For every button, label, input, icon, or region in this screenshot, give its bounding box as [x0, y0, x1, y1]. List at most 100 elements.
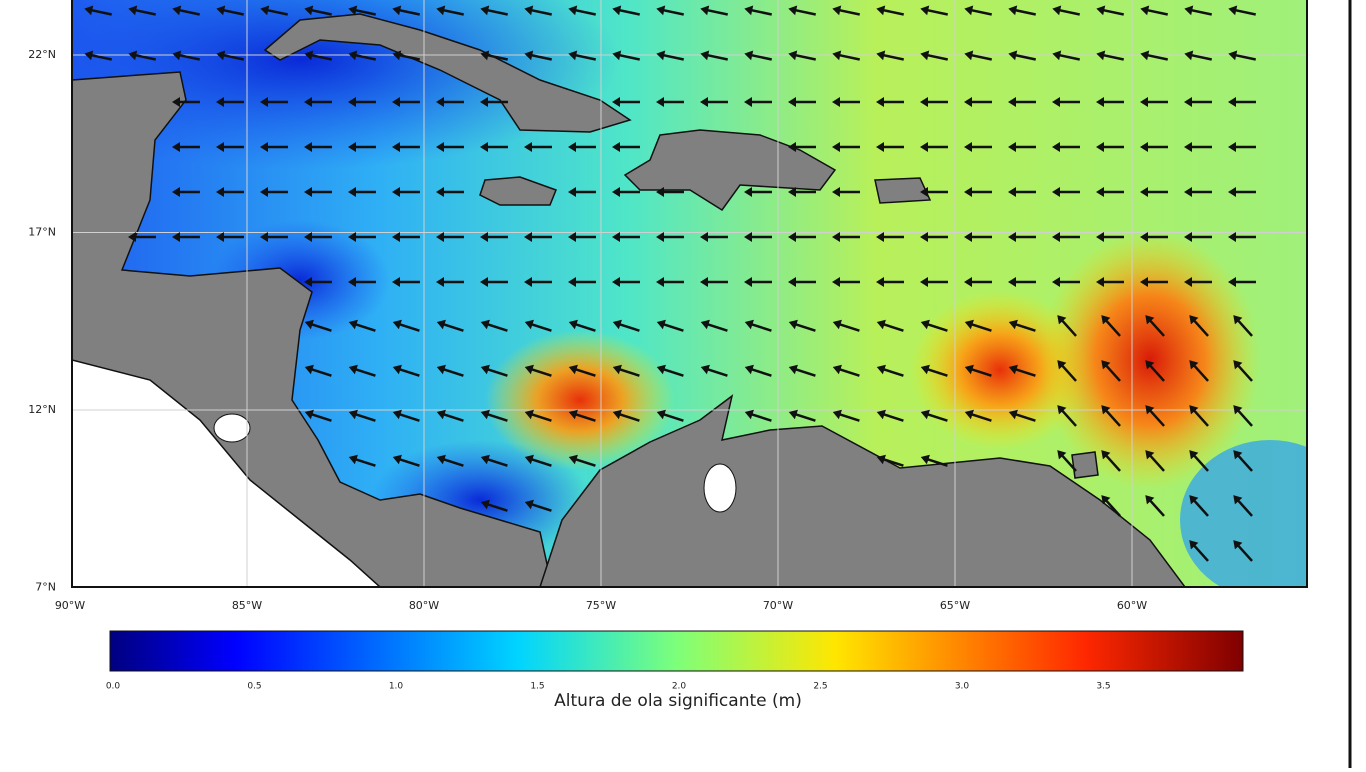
- arrow-head: [1228, 97, 1236, 107]
- arrow-head: [172, 97, 180, 107]
- wind-arrow: [788, 187, 816, 197]
- wind-arrow: [392, 187, 420, 197]
- arrow-head: [348, 319, 358, 330]
- wind-arrow: [524, 319, 552, 332]
- lat-label: 12°N: [28, 403, 56, 416]
- wind-arrow: [1101, 360, 1121, 382]
- arrow-shaft: [793, 8, 816, 16]
- wind-arrow: [920, 319, 948, 332]
- arrow-head: [1184, 5, 1194, 16]
- wind-arrow: [128, 232, 156, 242]
- arrow-head: [700, 5, 710, 16]
- wind-arrow: [480, 142, 508, 152]
- arrow-shaft: [882, 322, 904, 332]
- wind-arrow: [920, 232, 948, 242]
- arrow-head: [964, 364, 974, 375]
- arrow-head: [568, 232, 576, 242]
- arrow-shaft: [1060, 453, 1077, 472]
- arrow-head: [84, 5, 94, 16]
- wind-arrow: [1233, 315, 1253, 337]
- arrow-shaft: [838, 412, 860, 422]
- arrow-shaft: [177, 53, 200, 61]
- arrow-shaft: [177, 8, 200, 16]
- arrow-head: [480, 232, 488, 242]
- wind-arrow: [832, 97, 860, 107]
- arrow-head: [1140, 5, 1150, 16]
- hispaniola: [623, 129, 837, 212]
- wind-arrow: [876, 454, 904, 467]
- wind-arrow: [480, 277, 508, 287]
- arrow-head: [612, 50, 622, 61]
- arrow-shaft: [1192, 498, 1209, 517]
- wind-arrow: [1184, 187, 1212, 197]
- arrow-shaft: [1148, 453, 1165, 472]
- wind-arrow: [920, 454, 948, 467]
- arrow-head: [920, 187, 928, 197]
- arrow-head: [304, 5, 314, 16]
- arrow-shaft: [1236, 318, 1253, 337]
- arrow-head: [876, 277, 884, 287]
- wind-arrow: [348, 454, 376, 467]
- wind-arrow: [216, 97, 244, 107]
- wind-arrow: [964, 364, 992, 377]
- arrow-shaft: [925, 8, 948, 16]
- sea-shade: [1180, 440, 1307, 587]
- wind-arrow: [744, 232, 772, 242]
- arrow-head: [568, 454, 578, 465]
- wind-arrow: [524, 499, 552, 512]
- arrow-head: [744, 187, 752, 197]
- wind-arrow: [1140, 232, 1168, 242]
- arrow-head: [1008, 97, 1016, 107]
- arrow-shaft: [926, 457, 948, 467]
- arrow-head: [788, 5, 798, 16]
- arrow-shaft: [310, 322, 332, 332]
- wind-arrow: [392, 364, 420, 377]
- arrow-head: [964, 5, 974, 16]
- arrow-head: [304, 409, 314, 420]
- wind-arrow: [612, 232, 640, 242]
- wind-arrow: [348, 319, 376, 332]
- arrow-head: [1184, 142, 1192, 152]
- arrow-head: [876, 142, 884, 152]
- arrow-head: [656, 409, 666, 420]
- wind-arrow: [304, 319, 332, 332]
- arrow-head: [744, 319, 754, 330]
- wind-arrow: [260, 142, 288, 152]
- wind-arrow: [1057, 315, 1077, 337]
- arrow-shaft: [882, 412, 904, 422]
- wind-arrow: [612, 277, 640, 287]
- arrow-head: [392, 319, 402, 330]
- lat-label: 22°N: [28, 48, 56, 61]
- arrow-shaft: [662, 412, 684, 422]
- wind-arrow: [1184, 277, 1212, 287]
- arrow-shaft: [486, 412, 508, 422]
- wind-arrow: [876, 277, 904, 287]
- wind-arrow: [304, 364, 332, 377]
- arrow-head: [876, 409, 886, 420]
- sea-shade: [72, 0, 620, 170]
- arrow-shaft: [969, 8, 992, 16]
- arrow-shaft: [485, 53, 508, 61]
- arrow-head: [744, 409, 754, 420]
- arrow-head: [348, 97, 356, 107]
- arrow-shaft: [1192, 453, 1209, 472]
- wind-arrow: [788, 364, 816, 377]
- arrow-shaft: [970, 412, 992, 422]
- arrow-head: [1184, 232, 1192, 242]
- arrow-head: [612, 142, 620, 152]
- arrow-shaft: [485, 8, 508, 16]
- arrow-head: [788, 97, 796, 107]
- arrow-head: [1052, 187, 1060, 197]
- wind-arrow: [1008, 364, 1036, 377]
- arrow-head: [656, 319, 666, 330]
- arrow-shaft: [926, 412, 948, 422]
- arrow-shaft: [1060, 318, 1077, 337]
- arrow-head: [612, 319, 622, 330]
- arrow-head: [480, 277, 488, 287]
- arrow-head: [392, 364, 402, 375]
- arrow-head: [172, 232, 180, 242]
- wind-arrow: [964, 5, 992, 16]
- wind-arrow: [964, 50, 992, 61]
- wind-arrow: [1145, 405, 1165, 427]
- arrow-head: [568, 142, 576, 152]
